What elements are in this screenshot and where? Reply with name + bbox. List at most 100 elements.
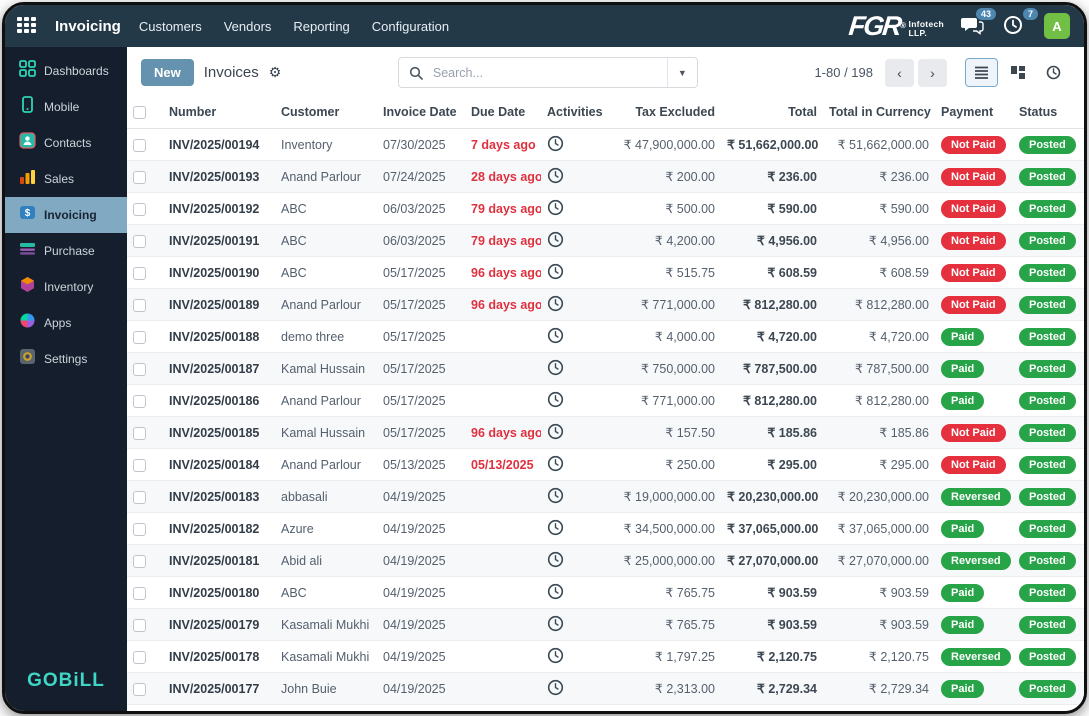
cell-total: ₹ 37,065,000.00 (721, 512, 823, 545)
activity-clock-icon[interactable] (547, 519, 564, 539)
activity-clock-icon[interactable] (547, 295, 564, 315)
optional-columns-icon[interactable] (1079, 96, 1084, 129)
row-checkbox[interactable] (133, 394, 146, 408)
messages-icon[interactable]: 43 (960, 8, 996, 38)
kanban-view-button[interactable] (1001, 58, 1034, 87)
sidebar-item-contacts[interactable]: Contacts (5, 125, 127, 161)
activities-clock-icon[interactable]: 7 (1002, 8, 1038, 38)
breadcrumb[interactable]: Invoices (203, 64, 259, 81)
activity-clock-icon[interactable] (547, 487, 564, 507)
search-dropdown-caret[interactable]: ▼ (666, 58, 697, 87)
sidebar-item-settings[interactable]: Settings (5, 341, 127, 377)
row-checkbox[interactable] (133, 618, 146, 632)
col-header-invoice-date[interactable]: Invoice Date (377, 96, 465, 129)
activity-clock-icon[interactable] (547, 135, 564, 155)
table-row[interactable]: INV/2025/00183 abbasali 04/19/2025 ₹ 19,000… (127, 480, 1084, 513)
col-header-payment[interactable]: Payment (935, 96, 1013, 129)
table-row[interactable]: INV/2025/00191 ABC 06/03/2025 79 days ago ₹ … (127, 224, 1084, 257)
activity-clock-icon[interactable] (547, 679, 564, 699)
menu-reporting[interactable]: Reporting (293, 18, 350, 34)
activity-clock-icon[interactable] (547, 231, 564, 251)
activity-clock-icon[interactable] (547, 327, 564, 347)
row-checkbox[interactable] (133, 682, 146, 696)
table-row[interactable]: INV/2025/00178 Kasamali Mukhi 04/19/2025 ₹ … (127, 640, 1084, 673)
table-row[interactable]: INV/2025/00194 Inventory 07/30/2025 7 days … (127, 128, 1084, 161)
col-header-activities[interactable]: Activities (541, 96, 603, 129)
user-avatar[interactable]: A (1044, 13, 1070, 39)
activity-clock-icon[interactable] (547, 615, 564, 635)
table-row[interactable]: INV/2025/00184 Anand Parlour 05/13/2025 05/… (127, 448, 1084, 481)
col-header-total-in-currency[interactable]: Total in Currency (823, 96, 935, 129)
new-button[interactable]: New (141, 59, 194, 86)
table-row[interactable]: INV/2025/00190 ABC 05/17/2025 96 days ago ₹ … (127, 256, 1084, 289)
activity-clock-icon[interactable] (547, 167, 564, 187)
menu-customers[interactable]: Customers (138, 18, 202, 34)
cell-status: Posted (1013, 384, 1079, 417)
col-header-status[interactable]: Status (1013, 96, 1079, 129)
search-input[interactable] (426, 65, 667, 80)
activity-clock-icon[interactable] (547, 391, 564, 411)
activity-view-button[interactable] (1037, 58, 1070, 87)
activity-clock-icon[interactable] (547, 359, 564, 379)
select-all-checkbox[interactable] (133, 106, 146, 120)
app-name[interactable]: Invoicing (55, 17, 121, 35)
row-checkbox[interactable] (133, 554, 146, 568)
row-checkbox[interactable] (133, 650, 146, 664)
row-checkbox[interactable] (133, 266, 146, 280)
row-checkbox[interactable] (133, 298, 146, 312)
activity-clock-icon[interactable] (547, 263, 564, 283)
col-header-total[interactable]: Total (721, 96, 823, 129)
sidebar-item-mobile[interactable]: Mobile (5, 89, 127, 125)
row-checkbox[interactable] (133, 522, 146, 536)
pager-prev-button[interactable]: ‹ (885, 58, 914, 87)
activity-clock-icon[interactable] (547, 647, 564, 667)
table-row[interactable]: INV/2025/00182 Azure 04/19/2025 ₹ 34,500,00… (127, 512, 1084, 545)
table-row[interactable]: INV/2025/00179 Kasamali Mukhi 04/19/2025 ₹ … (127, 608, 1084, 641)
table-row[interactable]: INV/2025/00185 Kamal Hussain 05/17/2025 96 … (127, 416, 1084, 449)
cell-invoice-date: 07/24/2025 (377, 160, 465, 193)
table-row[interactable]: INV/2025/00193 Anand Parlour 07/24/2025 28 … (127, 160, 1084, 193)
row-checkbox[interactable] (133, 426, 146, 440)
row-checkbox[interactable] (133, 202, 146, 216)
pager-next-button[interactable]: › (918, 58, 947, 87)
row-checkbox[interactable] (133, 362, 146, 376)
activity-clock-icon[interactable] (547, 583, 564, 603)
activity-clock-icon[interactable] (547, 455, 564, 475)
table-row[interactable]: INV/2025/00186 Anand Parlour 05/17/2025 ₹ 7… (127, 384, 1084, 417)
row-checkbox[interactable] (133, 490, 146, 504)
row-checkbox[interactable] (133, 170, 146, 184)
sidebar-item-sales[interactable]: Sales (5, 161, 127, 197)
row-checkbox[interactable] (133, 586, 146, 600)
table-row[interactable]: INV/2025/00181 Abid ali 04/19/2025 ₹ 25,000… (127, 544, 1084, 577)
table-row[interactable]: INV/2025/00189 Anand Parlour 05/17/2025 96 … (127, 288, 1084, 321)
activity-clock-icon[interactable] (547, 423, 564, 443)
apps-menu-icon[interactable] (17, 17, 37, 35)
table-row[interactable]: INV/2025/00188 demo three 05/17/2025 ₹ 4,00… (127, 320, 1084, 353)
row-checkbox[interactable] (133, 138, 146, 152)
table-row[interactable]: INV/2025/00192 ABC 06/03/2025 79 days ago ₹ … (127, 192, 1084, 225)
activity-clock-icon[interactable] (547, 199, 564, 219)
col-header-tax-excluded[interactable]: Tax Excluded (603, 96, 721, 129)
list-view-button[interactable] (965, 58, 998, 87)
cell-activities (541, 256, 603, 289)
col-header-number[interactable]: Number (163, 96, 275, 129)
row-checkbox[interactable] (133, 234, 146, 248)
menu-vendors[interactable]: Vendors (223, 18, 272, 34)
row-checkbox[interactable] (133, 330, 146, 344)
activity-clock-icon[interactable] (547, 551, 564, 571)
sidebar-item-invoicing[interactable]: $ Invoicing (5, 197, 127, 233)
action-gear-icon[interactable]: ⚙ (268, 64, 282, 80)
col-header-customer[interactable]: Customer (275, 96, 377, 129)
sidebar-item-inventory[interactable]: Inventory (5, 269, 127, 305)
cell-customer: demo three (275, 320, 377, 353)
table-row[interactable]: INV/2025/00177 John Buie 04/19/2025 ₹ 2,313… (127, 672, 1084, 705)
table-row[interactable]: INV/2025/00187 Kamal Hussain 05/17/2025 ₹ 7… (127, 352, 1084, 385)
col-header-due-date[interactable]: Due Date (465, 96, 541, 129)
sidebar-item-apps[interactable]: Apps (5, 305, 127, 341)
table-row[interactable]: INV/2025/00180 ABC 04/19/2025 ₹ 765.75 ₹ 903… (127, 576, 1084, 609)
payment-status-badge: Paid (941, 391, 985, 410)
row-checkbox[interactable] (133, 458, 146, 472)
menu-configuration[interactable]: Configuration (371, 18, 450, 34)
sidebar-item-purchase[interactable]: Purchase (5, 233, 127, 269)
sidebar-item-dashboards[interactable]: Dashboards (5, 53, 127, 89)
